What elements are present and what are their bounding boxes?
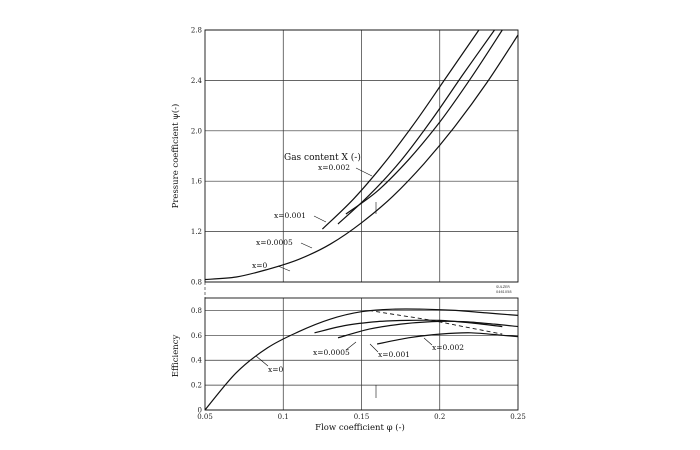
lower-x-tick-3: 0.2	[434, 413, 445, 421]
leader-x-00005-lower	[345, 341, 357, 351]
legend-title: Gas content X (-)	[284, 152, 361, 163]
upper-y-tick-3: 2.0	[191, 127, 202, 135]
leader-x-00005-upper	[300, 242, 313, 249]
lower-y-axis-label: Efficiency	[171, 335, 181, 378]
lower-y-tick-2: 0.4	[191, 357, 203, 365]
lower-series-x-0	[204, 308, 519, 411]
lower-x-tick-1: 0.1	[278, 413, 289, 421]
lower-curves	[204, 308, 519, 411]
upper-y-axis-label: Pressure coefficient ψ(-)	[170, 104, 181, 209]
upper-series-x-0	[204, 34, 519, 281]
leader-x-0001-lower	[369, 343, 379, 353]
leader-x-0001-upper	[313, 215, 327, 223]
upper-y-tick-5: 2.8	[191, 27, 202, 35]
label-x-0-upper: x=0	[252, 261, 268, 270]
leader-x-0002-lower	[423, 337, 433, 346]
upper-series-x-0-001	[337, 29, 495, 225]
upper-y-tick-0: 0.8	[191, 279, 202, 287]
lower-dashed-bep-line	[369, 309, 503, 335]
label-x-0001-lower: x=0.001	[378, 350, 410, 359]
stamp-line-2: 0461058	[496, 290, 512, 294]
lower-x-tick-2: 0.15	[354, 413, 370, 421]
upper-y-tick-labels: 0.8 1.2 1.6 2.0 2.4 2.8	[191, 27, 203, 287]
label-x-0002-lower: x=0.002	[432, 343, 464, 352]
upper-curves	[204, 29, 519, 281]
upper-series-x-0-002	[321, 29, 480, 230]
x-axis-label: Flow coefficient φ (-)	[315, 422, 405, 433]
label-x-0002-upper: x=0.002	[318, 163, 350, 172]
leader-x-0-lower	[255, 355, 269, 367]
upper-y-tick-4: 2.4	[191, 77, 203, 85]
upper-grid	[205, 29, 518, 283]
lower-y-tick-4: 0.8	[191, 307, 202, 315]
lower-series-x-0-001	[337, 320, 519, 339]
leader-x-0002-upper	[355, 167, 373, 177]
lower-y-tick-labels: 0 0.2 0.4 0.6 0.8	[191, 307, 203, 415]
upper-y-tick-2: 1.6	[191, 178, 203, 186]
lower-x-tick-labels: 0.05 0.1 0.15 0.2 0.25	[197, 413, 526, 421]
lower-series-x-0-002	[376, 332, 519, 345]
label-x-0-lower: x=0	[268, 365, 284, 374]
lower-x-tick-4: 0.25	[510, 413, 526, 421]
lower-grid	[205, 298, 518, 411]
lower-y-tick-1: 0.2	[191, 382, 202, 390]
lower-frame	[204, 297, 519, 411]
lower-series-x-0-0005	[314, 319, 503, 334]
upper-frame	[204, 29, 519, 283]
lower-x-tick-0: 0.05	[197, 413, 213, 421]
label-x-00005-lower: x=0.0005	[313, 348, 350, 357]
upper-y-tick-1: 1.2	[191, 228, 202, 236]
leader-x-0-upper	[277, 265, 291, 272]
label-x-00005-upper: x=0.0005	[256, 238, 293, 247]
lower-y-tick-0: 0	[198, 407, 202, 415]
upper-series-x-0-0005	[345, 29, 503, 215]
lower-y-tick-3: 0.6	[191, 332, 203, 340]
label-x-0001-upper: x=0.001	[274, 211, 306, 220]
stamp-line-1: SULZER	[496, 285, 510, 289]
